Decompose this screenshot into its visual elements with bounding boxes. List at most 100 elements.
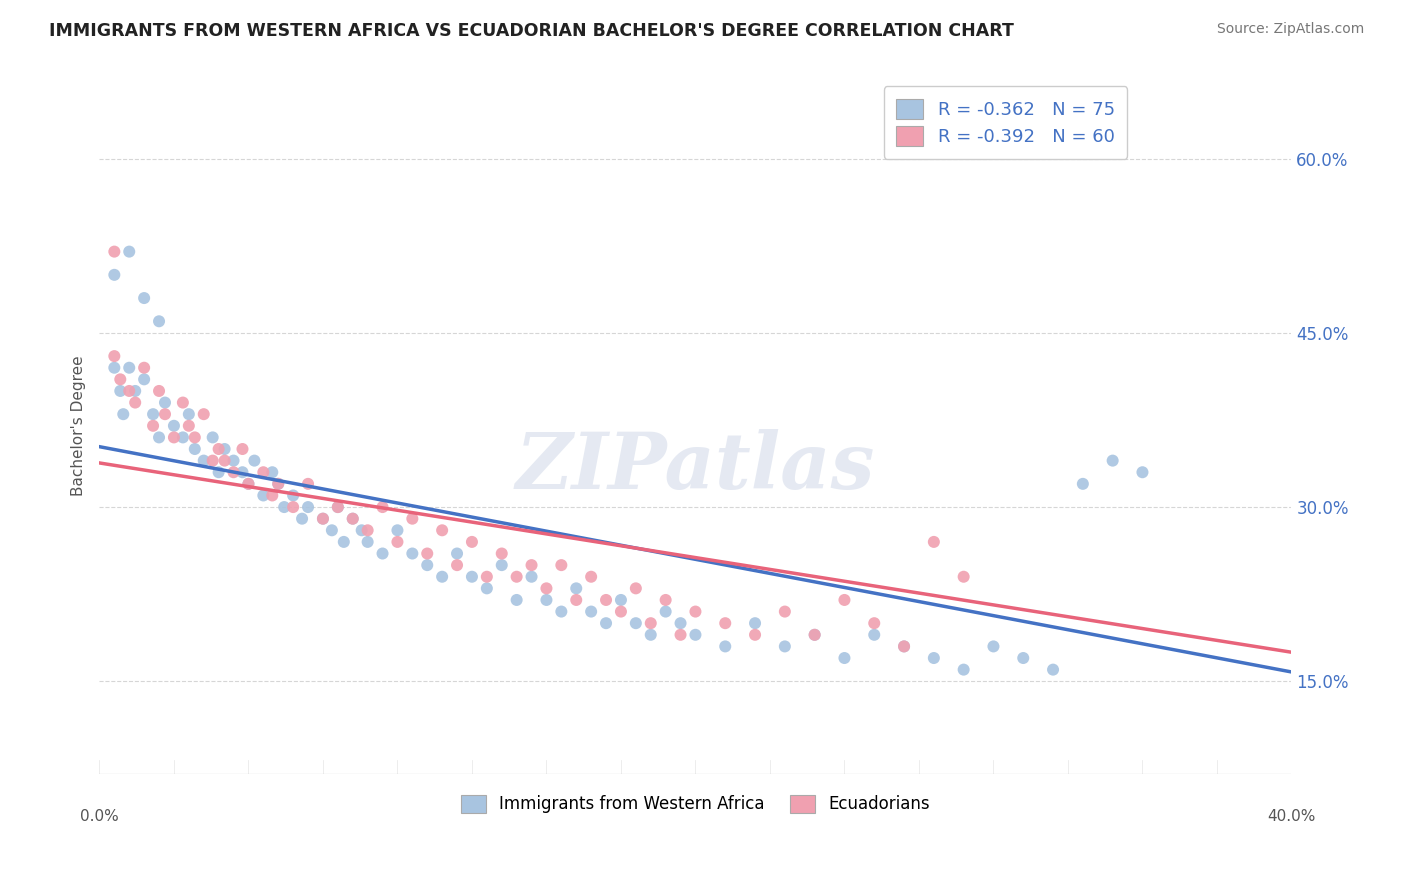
Point: [505, 593, 527, 607]
Point: [834, 593, 856, 607]
Point: [446, 547, 468, 561]
Point: [252, 488, 274, 502]
Point: [550, 605, 572, 619]
Point: [201, 430, 224, 444]
Point: [952, 570, 974, 584]
Point: [222, 465, 245, 479]
Point: [356, 535, 378, 549]
Text: 40.0%: 40.0%: [1267, 809, 1316, 824]
Text: 0.0%: 0.0%: [80, 809, 120, 824]
Point: [1101, 453, 1123, 467]
Point: [134, 372, 156, 386]
Point: [416, 558, 439, 573]
Point: [565, 582, 588, 596]
Point: [238, 476, 260, 491]
Point: [342, 511, 364, 525]
Point: [491, 547, 513, 561]
Point: [610, 593, 633, 607]
Point: [744, 616, 766, 631]
Point: [193, 407, 215, 421]
Point: [579, 570, 602, 584]
Point: [491, 558, 513, 573]
Point: [134, 291, 156, 305]
Point: [714, 616, 737, 631]
Point: [461, 570, 484, 584]
Point: [103, 349, 125, 363]
Point: [267, 476, 290, 491]
Point: [110, 384, 132, 398]
Point: [252, 465, 274, 479]
Point: [110, 372, 132, 386]
Point: [321, 523, 343, 537]
Point: [350, 523, 373, 537]
Point: [505, 570, 527, 584]
Point: [118, 360, 141, 375]
Point: [834, 651, 856, 665]
Point: [163, 418, 186, 433]
Point: [475, 570, 498, 584]
Point: [520, 570, 543, 584]
Point: [536, 582, 558, 596]
Point: [461, 535, 484, 549]
Point: [172, 395, 194, 409]
Point: [281, 500, 304, 514]
Point: [952, 663, 974, 677]
Point: [342, 511, 364, 525]
Point: [172, 430, 194, 444]
Point: [214, 453, 236, 467]
Point: [103, 360, 125, 375]
Point: [579, 605, 602, 619]
Text: IMMIGRANTS FROM WESTERN AFRICA VS ECUADORIAN BACHELOR'S DEGREE CORRELATION CHART: IMMIGRANTS FROM WESTERN AFRICA VS ECUADO…: [49, 22, 1014, 40]
Point: [262, 465, 284, 479]
Point: [118, 384, 141, 398]
Point: [326, 500, 349, 514]
Point: [401, 511, 423, 525]
Point: [184, 442, 207, 456]
Point: [714, 640, 737, 654]
Point: [983, 640, 1005, 654]
Point: [124, 384, 146, 398]
Point: [1132, 465, 1154, 479]
Legend: Immigrants from Western Africa, Ecuadorians: Immigrants from Western Africa, Ecuadori…: [453, 786, 938, 822]
Point: [312, 511, 335, 525]
Point: [893, 640, 915, 654]
Point: [922, 651, 945, 665]
Point: [744, 628, 766, 642]
Point: [148, 314, 170, 328]
Point: [142, 407, 165, 421]
Text: Source: ZipAtlas.com: Source: ZipAtlas.com: [1216, 22, 1364, 37]
Point: [177, 407, 200, 421]
Point: [184, 430, 207, 444]
Point: [550, 558, 572, 573]
Point: [118, 244, 141, 259]
Point: [893, 640, 915, 654]
Point: [654, 605, 676, 619]
Point: [1012, 651, 1035, 665]
Point: [243, 453, 266, 467]
Point: [387, 523, 409, 537]
Point: [475, 582, 498, 596]
Point: [153, 395, 176, 409]
Point: [112, 407, 135, 421]
Point: [163, 430, 186, 444]
Point: [148, 384, 170, 398]
Point: [148, 430, 170, 444]
Point: [773, 640, 796, 654]
Point: [273, 500, 295, 514]
Point: [201, 453, 224, 467]
Point: [281, 488, 304, 502]
Point: [312, 511, 335, 525]
Point: [430, 523, 453, 537]
Point: [430, 570, 453, 584]
Point: [177, 418, 200, 433]
Point: [624, 582, 647, 596]
Point: [565, 593, 588, 607]
Point: [595, 593, 617, 607]
Point: [238, 476, 260, 491]
Point: [291, 511, 314, 525]
Point: [142, 418, 165, 433]
Point: [222, 453, 245, 467]
Point: [669, 616, 692, 631]
Point: [654, 593, 676, 607]
Point: [262, 488, 284, 502]
